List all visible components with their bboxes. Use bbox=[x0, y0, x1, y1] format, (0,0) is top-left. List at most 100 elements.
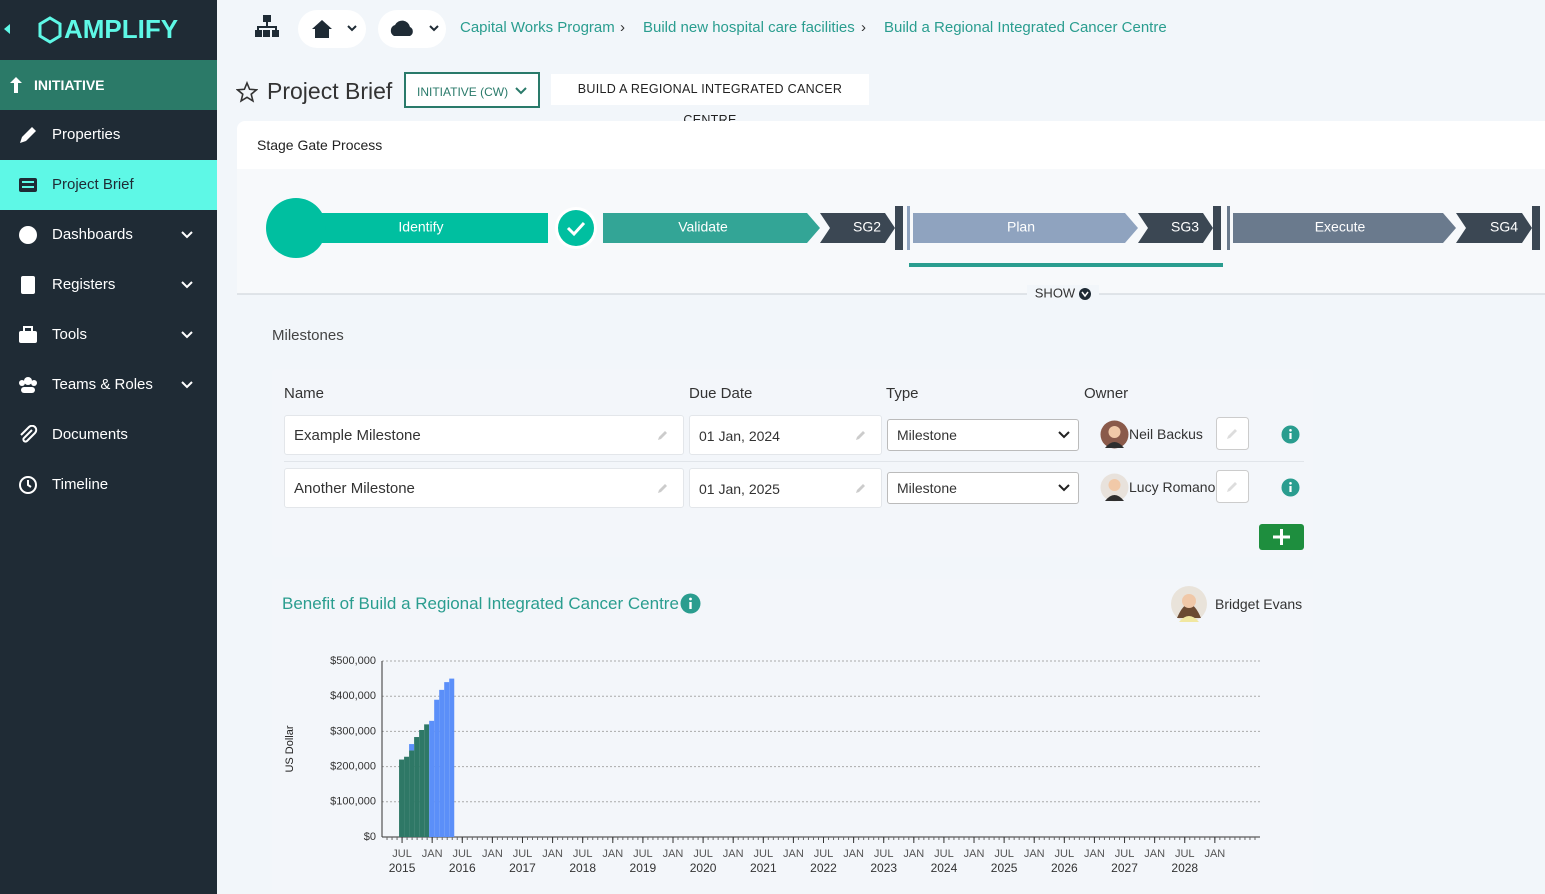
select-label: INITIATIVE (CW) bbox=[417, 85, 509, 99]
x-tick-year: 2017 bbox=[509, 861, 536, 875]
nav-item[interactable]: Timeline bbox=[0, 460, 217, 510]
edit-icon[interactable] bbox=[855, 482, 867, 494]
nav-item[interactable]: Registers bbox=[0, 260, 217, 310]
sidebar: AMPLIFY INITIATIVE Properties Project Br… bbox=[0, 0, 217, 894]
x-tick-label: JUL bbox=[814, 848, 834, 860]
info-icon[interactable] bbox=[1281, 425, 1300, 444]
name-input[interactable]: Another Milestone bbox=[284, 468, 684, 508]
type-select[interactable]: Milestone bbox=[887, 419, 1079, 451]
nav-label: Tools bbox=[52, 326, 88, 343]
brand: AMPLIFY bbox=[64, 14, 178, 44]
benefit-title: Benefit of Build a Regional Integrated C… bbox=[282, 594, 679, 613]
milestones-card bbox=[272, 369, 1313, 557]
x-tick-year: 2020 bbox=[690, 861, 717, 875]
column-header: Owner bbox=[1084, 385, 1129, 402]
bar bbox=[449, 678, 455, 837]
x-tick-label: JUL bbox=[693, 848, 713, 860]
stage-label: Validate bbox=[678, 219, 728, 235]
x-tick-year: 2028 bbox=[1171, 861, 1198, 875]
toolbar-icons bbox=[255, 10, 446, 48]
logo: AMPLIFY bbox=[4, 14, 178, 44]
x-tick-label: JAN bbox=[482, 848, 503, 860]
date-input[interactable]: 01 Jan, 2024 bbox=[689, 415, 882, 455]
nav-label: Registers bbox=[52, 276, 116, 293]
x-tick-label: JAN bbox=[903, 848, 924, 860]
x-tick-year: 2023 bbox=[870, 861, 897, 875]
x-tick-label: JUL bbox=[754, 848, 774, 860]
bar bbox=[409, 750, 415, 837]
owner-name: Neil Backus bbox=[1129, 426, 1203, 442]
stage-label: Identify bbox=[398, 219, 443, 235]
section-title: Milestones bbox=[272, 327, 344, 344]
y-tick-label: $400,000 bbox=[330, 690, 376, 702]
type-select[interactable]: Milestone bbox=[887, 472, 1079, 504]
breadcrumb[interactable]: Build new hospital care facilities bbox=[643, 19, 855, 36]
initiative-tag: BUILD A REGIONAL INTEGRATED CANCER CENTR… bbox=[551, 74, 869, 127]
owner-name: Bridget Evans bbox=[1215, 596, 1303, 612]
x-tick-label: JUL bbox=[934, 848, 954, 860]
edit-icon[interactable] bbox=[657, 429, 669, 441]
breadcrumb[interactable]: Capital Works Program bbox=[460, 19, 615, 36]
y-tick-label: $100,000 bbox=[330, 796, 376, 808]
nav-label: Properties bbox=[52, 126, 121, 143]
x-tick-year: 2026 bbox=[1051, 861, 1078, 875]
x-tick-label: JAN bbox=[422, 848, 443, 860]
benefit-chart: US Dollar $0 $100,000 $200,000 $300,000 $400,… bbox=[284, 655, 1260, 875]
nav-item[interactable]: Documents bbox=[0, 410, 217, 460]
x-tick-year: 2018 bbox=[569, 861, 596, 875]
nav-label: Documents bbox=[52, 426, 128, 443]
column-header: Due Date bbox=[689, 385, 753, 402]
section[interactable]: INITIATIVE bbox=[0, 60, 217, 110]
x-tick-label: JUL bbox=[513, 848, 533, 860]
y-tick-label: $500,000 bbox=[330, 655, 376, 667]
initiative-select[interactable]: INITIATIVE (CW) bbox=[404, 72, 540, 108]
nav-item[interactable]: Tools bbox=[0, 310, 217, 360]
info-icon[interactable] bbox=[680, 593, 701, 614]
y-tick-label: $200,000 bbox=[330, 761, 376, 773]
bar bbox=[414, 737, 420, 837]
nav-label: Project Brief bbox=[52, 176, 134, 193]
y-tick-label: $0 bbox=[364, 831, 376, 843]
y-tick-label: $300,000 bbox=[330, 725, 376, 737]
x-tick-year: 2019 bbox=[630, 861, 657, 875]
nav-label: Timeline bbox=[52, 476, 109, 493]
nav-item[interactable]: Dashboards bbox=[0, 210, 217, 260]
edit-icon[interactable] bbox=[855, 429, 867, 441]
x-tick-year: 2024 bbox=[931, 861, 958, 875]
date-input[interactable]: 01 Jan, 2025 bbox=[689, 468, 882, 508]
x-tick-label: JUL bbox=[392, 848, 412, 860]
bar bbox=[429, 720, 435, 837]
breadcrumb[interactable]: Build a Regional Integrated Cancer Centr… bbox=[884, 19, 1167, 36]
gate-label: SG4 bbox=[1490, 219, 1518, 235]
x-tick-year: 2022 bbox=[810, 861, 837, 875]
x-tick-label: JUL bbox=[1175, 848, 1195, 860]
x-tick-label: JUL bbox=[633, 848, 653, 860]
bar bbox=[424, 724, 430, 837]
owner-avatar bbox=[1100, 420, 1129, 449]
nav-item[interactable]: Teams & Roles bbox=[0, 360, 217, 410]
x-tick-year: 2015 bbox=[389, 861, 416, 875]
x-tick-label: JAN bbox=[843, 848, 864, 860]
add-milestone-button[interactable] bbox=[1259, 524, 1304, 550]
show-toggle[interactable]: SHOW bbox=[1035, 285, 1076, 300]
column-header: Name bbox=[284, 385, 325, 402]
section-label: INITIATIVE bbox=[34, 77, 105, 93]
x-tick-year: 2025 bbox=[991, 861, 1018, 875]
owner-edit-button[interactable] bbox=[1216, 417, 1249, 450]
info-icon[interactable] bbox=[1281, 478, 1300, 497]
nav-item-active[interactable]: Project Brief bbox=[0, 160, 217, 210]
x-tick-label: JAN bbox=[542, 848, 563, 860]
x-tick-label: JUL bbox=[874, 848, 894, 860]
bar bbox=[399, 759, 405, 837]
favorite-star[interactable] bbox=[236, 81, 258, 103]
x-tick-year: 2021 bbox=[750, 861, 777, 875]
owner-edit-button[interactable] bbox=[1216, 470, 1249, 503]
owner-avatar bbox=[1171, 586, 1207, 622]
x-tick-year: 2027 bbox=[1111, 861, 1138, 875]
name-input[interactable]: Example Milestone bbox=[284, 415, 684, 455]
nav-item[interactable]: Properties bbox=[0, 110, 217, 160]
x-tick-label: JAN bbox=[783, 848, 804, 860]
edit-icon[interactable] bbox=[657, 482, 669, 494]
nav-label: Dashboards bbox=[52, 226, 133, 243]
